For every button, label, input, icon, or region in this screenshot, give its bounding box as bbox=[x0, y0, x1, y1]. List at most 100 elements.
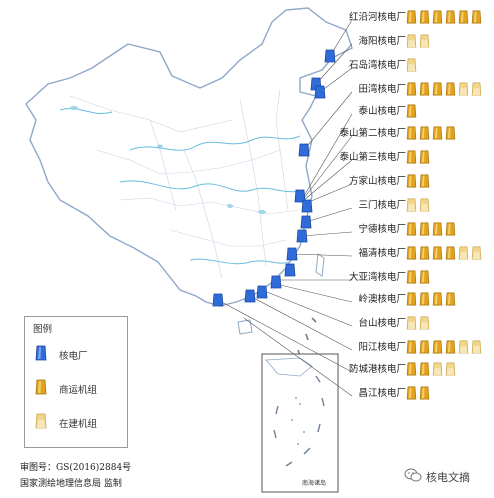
plant-marker-icon bbox=[298, 143, 310, 157]
wechat-icon bbox=[404, 468, 422, 482]
construction-unit-icon bbox=[406, 198, 417, 212]
operating-unit-icon bbox=[406, 174, 417, 188]
plant-name: 福清核电厂 bbox=[358, 248, 406, 259]
legend: 图例 核电厂 商运机组 在建机组 bbox=[24, 316, 128, 448]
construction-unit-icon bbox=[445, 362, 456, 376]
operating-unit-icon bbox=[445, 340, 456, 354]
plant-name: 泰山第三核电厂 bbox=[339, 152, 406, 163]
legend-item-operating: 商运机组 bbox=[35, 379, 127, 397]
watermark-text: 核电文摘 bbox=[426, 471, 470, 484]
construction-unit-icon bbox=[406, 34, 417, 48]
plant-name: 三门核电厂 bbox=[358, 200, 406, 211]
operating-unit-icon bbox=[419, 222, 430, 236]
construction-unit-icon bbox=[406, 316, 417, 330]
plant-marker-icon bbox=[244, 289, 256, 303]
operating-unit-icon bbox=[432, 340, 443, 354]
leader-lines bbox=[217, 19, 353, 397]
operating-unit-icon bbox=[419, 82, 430, 96]
operating-unit-icon bbox=[445, 82, 456, 96]
plant-name: 红沿河核电厂 bbox=[348, 12, 406, 23]
issuer: 国家测绘地理信息局 监制 bbox=[20, 479, 122, 489]
legend-label-plant: 核电厂 bbox=[59, 351, 88, 362]
operating-unit-icon bbox=[445, 246, 456, 260]
hainan-island bbox=[237, 319, 253, 335]
operating-unit-icon bbox=[432, 82, 443, 96]
legend-title: 图例 bbox=[33, 324, 53, 335]
taiwan-island bbox=[315, 253, 325, 277]
operating-unit-icon bbox=[406, 222, 417, 236]
legend-label-construction: 在建机组 bbox=[59, 419, 98, 430]
operating-unit-icon bbox=[419, 340, 430, 354]
legend-item-plant: 核电厂 bbox=[35, 345, 127, 363]
operating-unit-icon bbox=[432, 10, 443, 24]
operating-unit-icon bbox=[419, 126, 430, 140]
plant-site-markers bbox=[212, 49, 336, 307]
construction-unit-icon bbox=[458, 246, 469, 260]
construction-unit-icon bbox=[432, 362, 443, 376]
operating-unit-icon bbox=[419, 386, 430, 400]
plant-marker-icon bbox=[212, 293, 224, 307]
construction-unit-icon bbox=[35, 413, 47, 433]
plant-name: 泰山核电厂 bbox=[358, 106, 406, 117]
plant-name: 方家山核电厂 bbox=[348, 176, 406, 187]
plant-marker-icon bbox=[300, 215, 312, 229]
construction-unit-icon bbox=[419, 316, 430, 330]
province-borders bbox=[69, 89, 299, 279]
plant-marker-icon bbox=[324, 49, 336, 63]
plant-marker-icon bbox=[286, 247, 298, 261]
operating-unit-icon bbox=[432, 222, 443, 236]
watermark: 核电文摘 bbox=[404, 466, 494, 486]
operating-unit-icon bbox=[419, 292, 430, 306]
operating-unit-icon bbox=[445, 10, 456, 24]
operating-unit-icon bbox=[419, 362, 430, 376]
operating-unit-icon bbox=[406, 150, 417, 164]
plant-name: 田湾核电厂 bbox=[358, 84, 406, 95]
plant-marker-icon bbox=[314, 85, 326, 99]
construction-unit-icon bbox=[471, 82, 482, 96]
operating-unit-icon bbox=[445, 222, 456, 236]
construction-unit-icon bbox=[471, 340, 482, 354]
plant-marker-icon bbox=[296, 229, 308, 243]
operating-unit-icon bbox=[35, 379, 47, 399]
operating-unit-icon bbox=[406, 386, 417, 400]
operating-unit-icon bbox=[471, 10, 482, 24]
construction-unit-icon bbox=[419, 198, 430, 212]
operating-unit-icon bbox=[406, 246, 417, 260]
legend-label-operating: 商运机组 bbox=[59, 385, 98, 396]
operating-unit-icon bbox=[419, 174, 430, 188]
operating-unit-icon bbox=[432, 292, 443, 306]
lakes bbox=[70, 106, 266, 214]
plant-marker-icon bbox=[284, 263, 296, 277]
plant-marker-icon bbox=[256, 285, 268, 299]
operating-unit-icon bbox=[406, 362, 417, 376]
plant-name: 石岛湾核电厂 bbox=[348, 60, 406, 71]
operating-unit-icon bbox=[406, 104, 417, 118]
operating-unit-icon bbox=[432, 246, 443, 260]
operating-unit-icon bbox=[419, 270, 430, 284]
operating-unit-icon bbox=[432, 126, 443, 140]
construction-unit-icon bbox=[458, 82, 469, 96]
operating-unit-icon bbox=[419, 10, 430, 24]
operating-unit-icon bbox=[406, 82, 417, 96]
plant-name: 岭澳核电厂 bbox=[358, 294, 406, 305]
operating-unit-icon bbox=[406, 340, 417, 354]
legend-item-construction: 在建机组 bbox=[35, 413, 127, 431]
plant-name: 阳江核电厂 bbox=[358, 342, 406, 353]
operating-unit-icon bbox=[406, 10, 417, 24]
plant-name: 大亚湾核电厂 bbox=[348, 272, 406, 283]
operating-unit-icon bbox=[406, 126, 417, 140]
construction-unit-icon bbox=[406, 58, 417, 72]
operating-unit-icon bbox=[406, 270, 417, 284]
plant-name: 昌江核电厂 bbox=[358, 388, 406, 399]
inset-label: 南海诸岛 bbox=[302, 480, 327, 487]
plant-name: 台山核电厂 bbox=[358, 318, 406, 329]
operating-unit-icon bbox=[406, 292, 417, 306]
plant-name: 防城港核电厂 bbox=[348, 364, 406, 375]
construction-unit-icon bbox=[419, 34, 430, 48]
plant-name: 泰山第二核电厂 bbox=[339, 128, 406, 139]
plant-marker-icon bbox=[270, 275, 282, 289]
construction-unit-icon bbox=[471, 246, 482, 260]
operating-unit-icon bbox=[458, 10, 469, 24]
rivers bbox=[59, 108, 305, 265]
